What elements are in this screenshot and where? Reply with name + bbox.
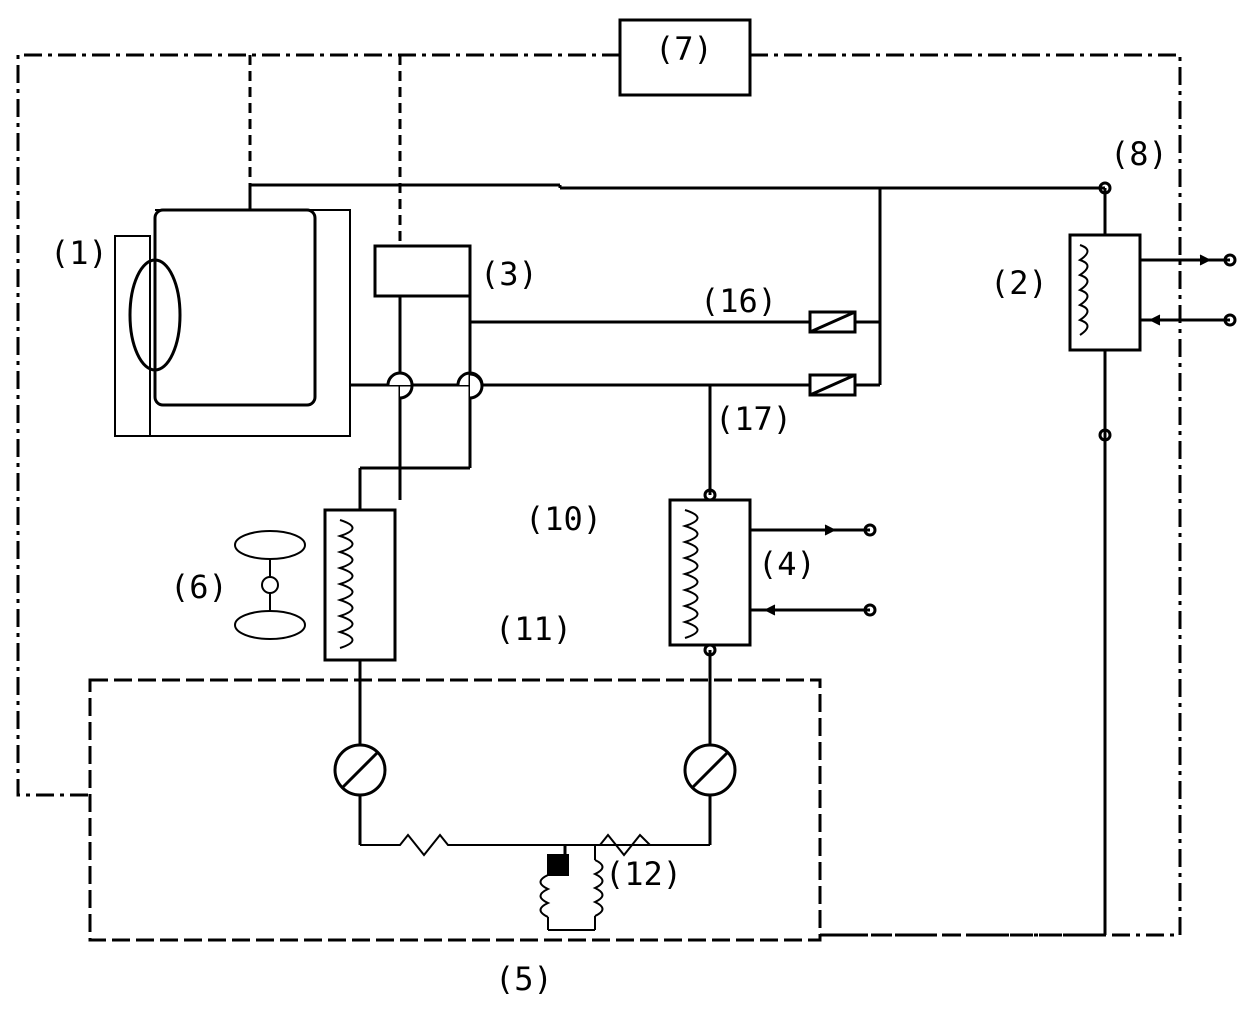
- coil-2-in-arrow: [1150, 315, 1160, 325]
- resistor-left: [360, 835, 565, 855]
- hop-470: [470, 374, 482, 398]
- label-4: (4): [758, 545, 816, 583]
- label-1: (1): [50, 234, 108, 272]
- hop-mid-1: [388, 373, 412, 385]
- valve-circle-right-diag: [693, 753, 727, 787]
- label-10: (10): [525, 500, 602, 538]
- coil-4-out-arrow: [825, 525, 835, 535]
- coil-2-box: [1070, 235, 1140, 350]
- coil-4-box: [670, 500, 750, 645]
- label-5: (5): [495, 960, 553, 998]
- label-2: (2): [990, 264, 1048, 302]
- valve-16-hatch: [810, 312, 855, 332]
- label-8: (8): [1110, 135, 1168, 173]
- coil-left-box: [325, 510, 395, 660]
- label-7: (7): [655, 30, 713, 68]
- coil-2-spiral: [1080, 245, 1088, 335]
- dashdot-7-left: [18, 55, 620, 795]
- label-16: (16): [700, 282, 777, 320]
- coil-left-spiral: [340, 520, 353, 648]
- valve-circle-left-diag: [343, 753, 377, 787]
- label-12: (12): [605, 855, 682, 893]
- label-6: (6): [170, 568, 228, 606]
- coil-4-in-arrow: [765, 605, 775, 615]
- label-11: (11): [495, 610, 572, 648]
- box-3: [375, 246, 470, 296]
- coil-4-spiral: [685, 510, 698, 638]
- valve-17-hatch: [810, 375, 855, 395]
- label-17: (17): [715, 400, 792, 438]
- fan-6: [235, 531, 305, 639]
- coil-2-out-arrow: [1200, 255, 1210, 265]
- label-3: (3): [480, 255, 538, 293]
